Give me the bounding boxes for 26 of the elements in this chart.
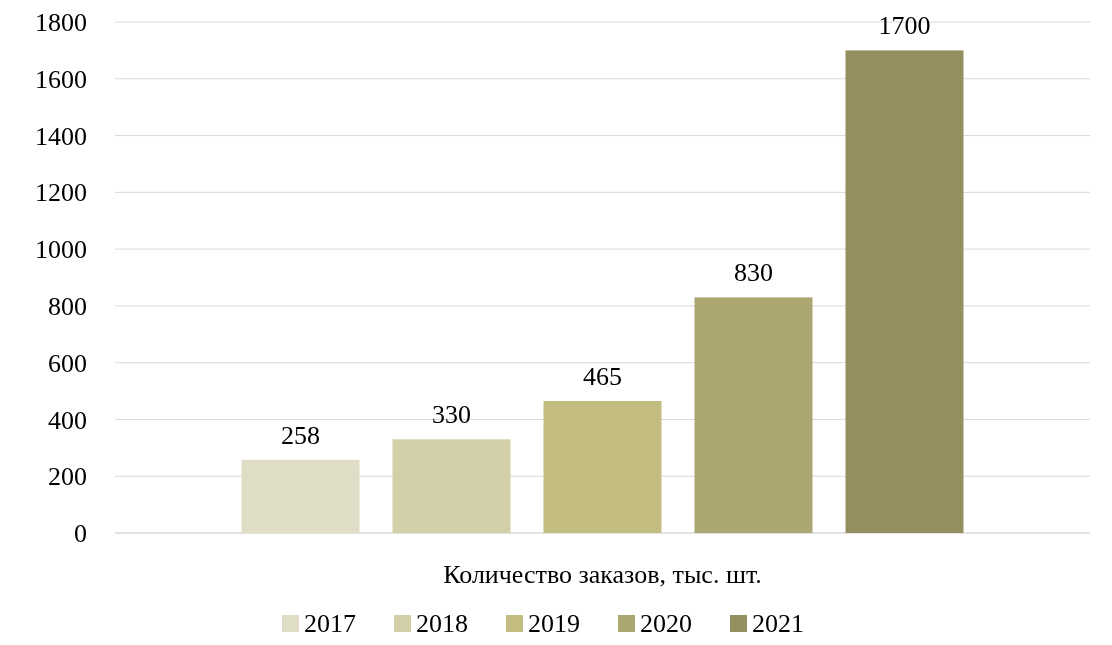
- y-tick-label: 1000: [35, 235, 87, 265]
- data-label: 830: [734, 258, 773, 288]
- y-tick-label: 600: [48, 348, 87, 378]
- y-tick-label: 800: [48, 291, 87, 321]
- bar: [543, 400, 662, 533]
- bar: [694, 297, 813, 533]
- data-label: 330: [432, 400, 471, 430]
- legend-label: 2019: [528, 609, 580, 638]
- legend-label: 2021: [752, 609, 804, 638]
- y-tick-label: 1400: [35, 121, 87, 151]
- y-tick-label: 1800: [35, 8, 87, 38]
- x-tick-label: Количество заказов, тыс. шт.: [443, 560, 762, 589]
- data-label: 258: [281, 420, 320, 450]
- y-tick-label: 1600: [35, 64, 87, 94]
- y-tick-label: 1200: [35, 178, 87, 208]
- data-label: 465: [583, 361, 622, 391]
- y-tick-label: 200: [48, 462, 87, 492]
- bar: [392, 439, 511, 533]
- bar: [241, 459, 360, 533]
- data-label: 1700: [878, 11, 931, 41]
- legend-label: 2017: [304, 609, 356, 638]
- y-tick-label: 400: [48, 405, 87, 435]
- legend-label: 2020: [640, 609, 692, 638]
- bar: [845, 50, 964, 533]
- y-tick-label: 0: [74, 519, 87, 549]
- legend-label: 2018: [416, 609, 468, 638]
